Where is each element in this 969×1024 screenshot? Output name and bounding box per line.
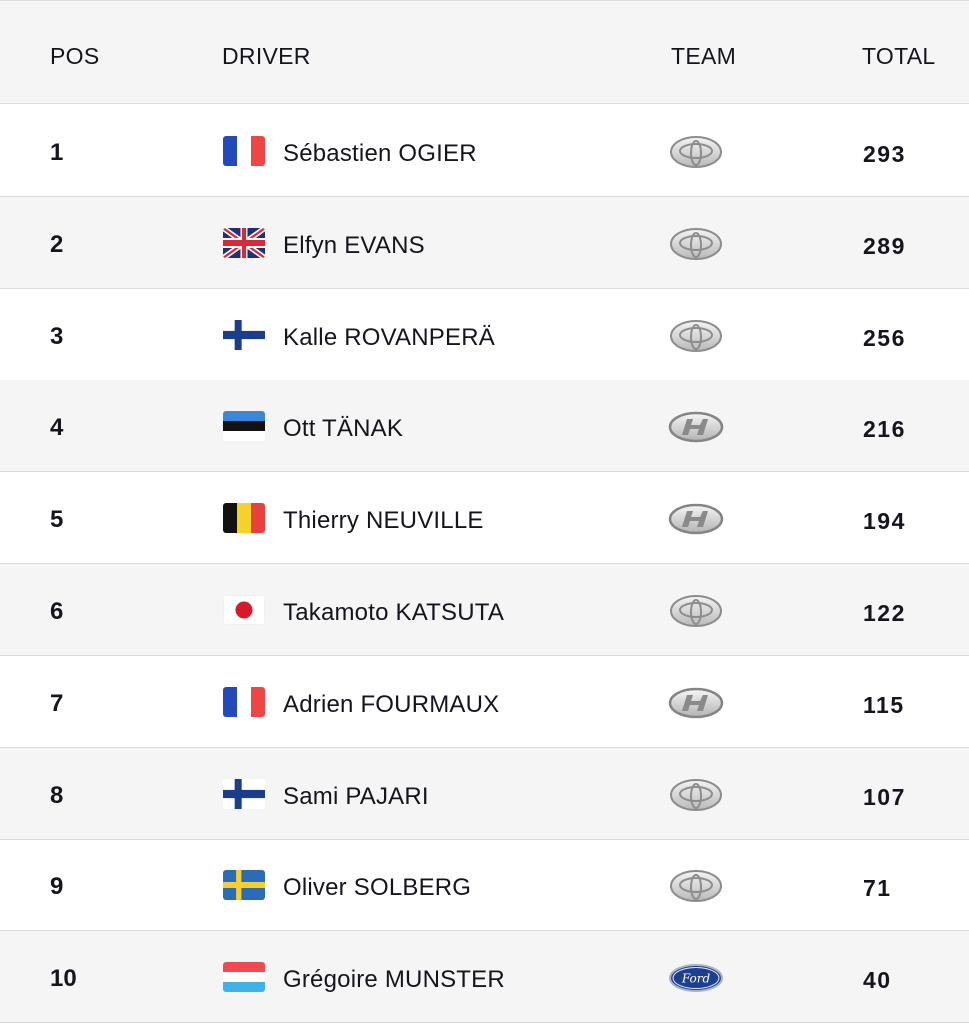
toyota-logo-icon xyxy=(668,594,724,628)
pos-column-header[interactable]: POS xyxy=(50,43,100,69)
driver-name[interactable]: Grégoire MUNSTER xyxy=(283,966,505,994)
driver-column-header[interactable]: DRIVER xyxy=(222,43,311,69)
total-points-cell: 40 xyxy=(863,967,892,994)
total-points-cell: 115 xyxy=(863,691,905,718)
position-cell: 5 xyxy=(50,506,64,534)
position-cell: 6 xyxy=(50,598,64,625)
ford-logo-icon: Ford xyxy=(668,961,724,995)
table-row[interactable]: 5 Thierry NEUVILLE 194 xyxy=(0,472,969,565)
toyota-logo-icon xyxy=(668,319,724,353)
total-column-header[interactable]: TOTAL xyxy=(862,43,936,69)
table-row[interactable]: 6 Takamoto KATSUTA 122 xyxy=(0,564,969,656)
table-row[interactable]: 3 Kalle ROVANPERÄ 256 xyxy=(0,289,969,381)
belgium-flag-icon xyxy=(223,503,265,534)
position-cell: 3 xyxy=(50,322,64,350)
driver-name[interactable]: Sébastien OGIER xyxy=(283,140,477,167)
position-cell: 9 xyxy=(50,873,64,901)
uk-flag-icon xyxy=(223,227,265,258)
estonia-flag-icon xyxy=(223,411,265,442)
total-points-cell: 71 xyxy=(863,875,892,902)
finland-flag-icon xyxy=(223,319,265,350)
position-cell: 7 xyxy=(50,689,64,717)
svg-text:Ford: Ford xyxy=(681,972,711,986)
total-points-cell: 216 xyxy=(863,416,906,443)
sweden-flag-icon xyxy=(223,870,265,901)
table-row[interactable]: 9 Oliver SOLBERG 71 xyxy=(0,839,969,932)
position-cell: 1 xyxy=(50,139,64,166)
japan-flag-icon xyxy=(223,595,265,625)
france-flag-icon xyxy=(223,686,265,717)
table-row[interactable]: 7 Adrien FOURMAUX 115 xyxy=(0,656,969,748)
table-row[interactable]: 8 Sami PAJARI 107 xyxy=(0,747,969,840)
team-column-header[interactable]: TEAM xyxy=(671,43,737,69)
toyota-logo-icon xyxy=(668,135,724,169)
driver-name[interactable]: Elfyn EVANS xyxy=(283,231,425,259)
driver-name[interactable]: Ott TÄNAK xyxy=(283,415,404,443)
hyundai-logo-icon xyxy=(668,410,724,444)
france-flag-icon xyxy=(223,136,265,166)
total-points-cell: 256 xyxy=(863,324,906,351)
driver-name[interactable]: Adrien FOURMAUX xyxy=(283,690,500,718)
total-points-cell: 289 xyxy=(863,232,906,259)
finland-flag-icon xyxy=(223,778,265,809)
position-cell: 8 xyxy=(50,781,64,809)
total-points-cell: 293 xyxy=(863,141,906,167)
position-cell: 2 xyxy=(50,230,64,258)
toyota-logo-icon xyxy=(668,778,724,812)
total-points-cell: 194 xyxy=(863,508,906,535)
position-cell: 10 xyxy=(50,965,77,993)
hyundai-logo-icon xyxy=(668,686,724,720)
driver-name[interactable]: Oliver SOLBERG xyxy=(283,874,472,902)
driver-name[interactable]: Takamoto KATSUTA xyxy=(283,599,505,626)
hyundai-logo-icon xyxy=(668,502,724,536)
driver-name[interactable]: Sami PAJARI xyxy=(283,782,429,810)
luxembourg-flag-icon xyxy=(223,962,265,993)
total-points-cell: 107 xyxy=(863,783,906,810)
driver-name[interactable]: Kalle ROVANPERÄ xyxy=(283,323,495,351)
driver-name[interactable]: Thierry NEUVILLE xyxy=(283,507,484,535)
table-header: POS DRIVER TEAM TOTAL xyxy=(0,0,969,104)
position-cell: 4 xyxy=(50,414,64,442)
toyota-logo-icon xyxy=(668,227,724,261)
table-row[interactable]: 10 Grégoire MUNSTER Ford 40 xyxy=(0,931,969,1024)
total-points-cell: 122 xyxy=(863,600,906,626)
toyota-logo-icon xyxy=(668,869,724,903)
table-row[interactable]: 4 Ott TÄNAK 216 xyxy=(0,380,969,473)
table-row[interactable]: 1 Sébastien OGIER 293 xyxy=(0,105,969,197)
table-row[interactable]: 2 Elfyn EVANS 289 xyxy=(0,196,969,289)
